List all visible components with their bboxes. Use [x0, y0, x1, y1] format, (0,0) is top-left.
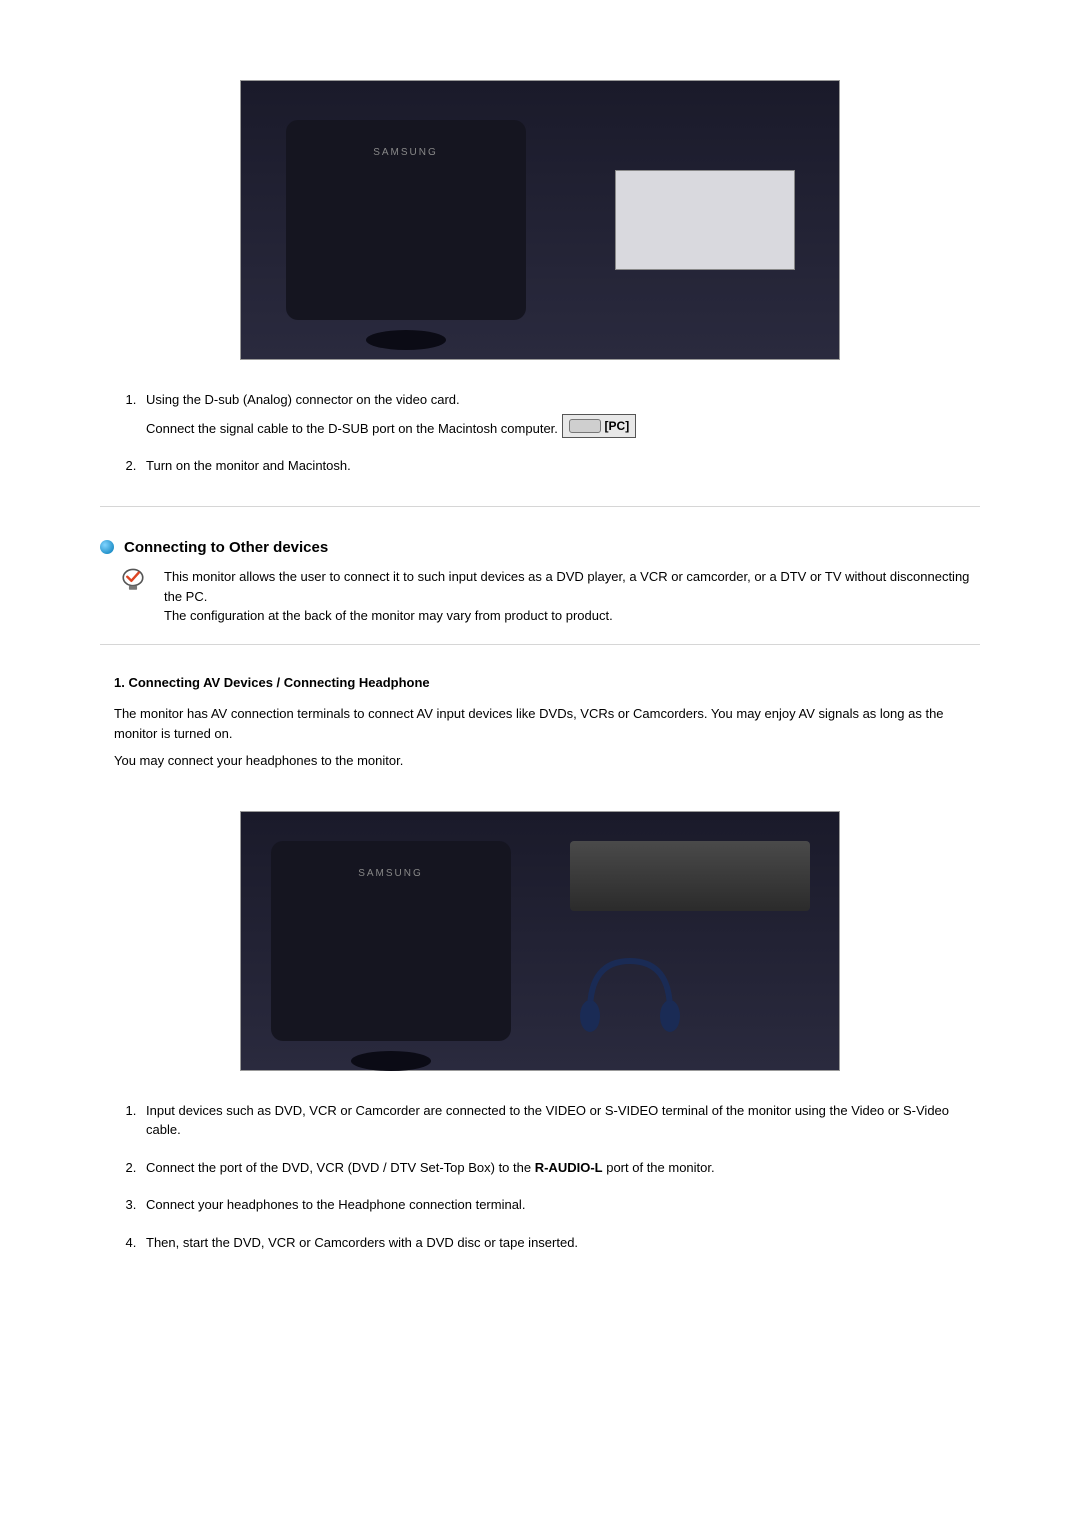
step-item: Connect your headphones to the Headphone… — [140, 1195, 980, 1215]
subsection-heading: 1. Connecting AV Devices / Connecting He… — [114, 673, 980, 693]
paragraph: The monitor has AV connection terminals … — [114, 704, 980, 743]
step-item: Connect the port of the DVD, VCR (DVD / … — [140, 1158, 980, 1178]
step-item: Turn on the monitor and Macintosh. — [140, 456, 980, 476]
step-text: Then, start the DVD, VCR or Camcorders w… — [146, 1235, 578, 1250]
bullet-icon — [100, 540, 114, 554]
pc-illustration — [615, 170, 795, 270]
headphones-icon — [570, 941, 690, 1041]
step-text: Input devices such as DVD, VCR or Camcor… — [146, 1103, 949, 1138]
figure-img-1 — [240, 80, 840, 360]
divider — [100, 644, 980, 645]
note-line: The configuration at the back of the mon… — [164, 608, 613, 623]
note-line: This monitor allows the user to connect … — [164, 569, 969, 604]
port-badge-pc: [PC] — [562, 414, 637, 438]
steps-list-macintosh: Using the D-sub (Analog) connector on th… — [140, 390, 980, 476]
step-item: Using the D-sub (Analog) connector on th… — [140, 390, 980, 438]
steps-list-av: Input devices such as DVD, VCR or Camcor… — [140, 1101, 980, 1253]
paragraph: You may connect your headphones to the m… — [114, 751, 980, 771]
section-title: Connecting to Other devices — [124, 537, 328, 560]
note-text: This monitor allows the user to connect … — [164, 567, 980, 626]
av-device-illustration — [570, 841, 810, 911]
step-text-suffix: port of the monitor. — [603, 1160, 715, 1175]
vga-port-icon — [569, 419, 601, 433]
figure-img-2 — [240, 811, 840, 1071]
note-block: This monitor allows the user to connect … — [120, 567, 980, 626]
step-item: Input devices such as DVD, VCR or Camcor… — [140, 1101, 980, 1140]
step-item: Then, start the DVD, VCR or Camcorders w… — [140, 1233, 980, 1253]
monitor-illustration — [271, 841, 511, 1041]
step-text-prefix: Connect the port of the DVD, VCR (DVD / … — [146, 1160, 535, 1175]
step-text: Connect your headphones to the Headphone… — [146, 1197, 525, 1212]
section-header-other-devices: Connecting to Other devices — [100, 537, 980, 560]
bold-port-name: R-AUDIO-L — [535, 1160, 603, 1175]
figure-monitor-av — [100, 811, 980, 1071]
step-text: Connect the signal cable to the D-SUB po… — [146, 421, 558, 436]
check-note-icon — [120, 567, 146, 593]
step-text: Using the D-sub (Analog) connector on th… — [146, 392, 460, 407]
divider — [100, 506, 980, 507]
port-label: [PC] — [605, 417, 630, 435]
figure-monitor-pc — [100, 80, 980, 360]
monitor-illustration — [286, 120, 526, 320]
step-text: Turn on the monitor and Macintosh. — [146, 458, 351, 473]
